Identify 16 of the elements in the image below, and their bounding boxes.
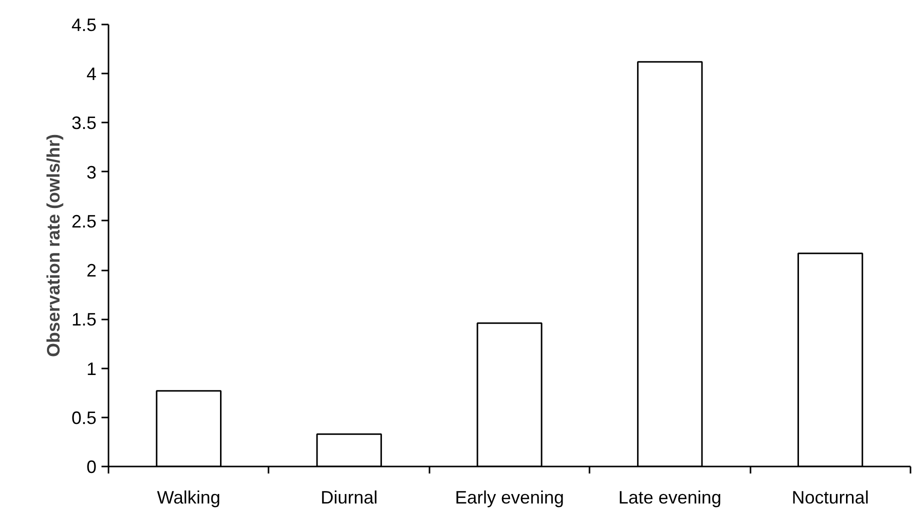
- y-tick-label: 2.5: [71, 211, 97, 232]
- y-tick-label: 3.5: [71, 113, 97, 134]
- y-tick-label: 4: [86, 64, 97, 84]
- x-tick-label: Nocturnal: [792, 488, 869, 508]
- y-axis-title: Observation rate (owls/hr): [43, 134, 64, 358]
- y-tick-label: 0: [86, 457, 97, 477]
- x-tick-label: Diurnal: [320, 488, 378, 508]
- y-tick-label: 1: [86, 358, 97, 379]
- x-tick-label: Early evening: [454, 488, 564, 508]
- y-tick-label: 4.5: [71, 15, 97, 35]
- y-tick-label: 2: [86, 260, 97, 281]
- y-tick-label: 3: [86, 162, 97, 182]
- y-tick-label: 0.5: [71, 408, 97, 428]
- x-tick-label: Walking: [157, 488, 220, 508]
- y-tick-label: 1.5: [71, 310, 97, 330]
- x-tick-label: Late evening: [618, 488, 722, 508]
